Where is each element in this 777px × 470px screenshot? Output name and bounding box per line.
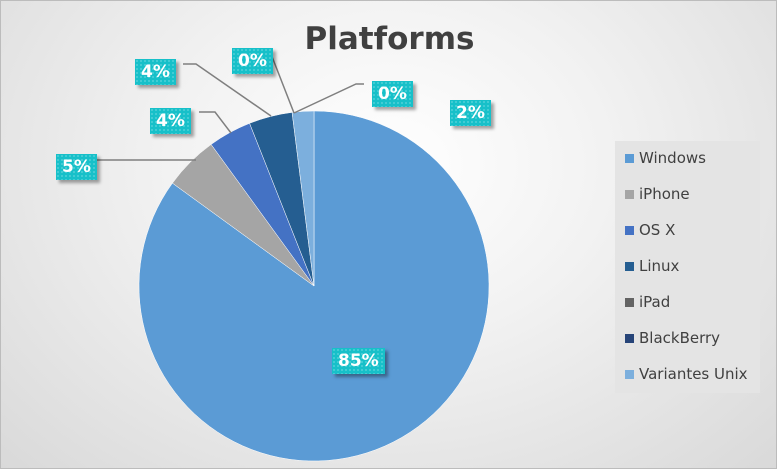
legend-label: BlackBerry xyxy=(639,329,721,347)
leader-line xyxy=(270,53,295,114)
legend-swatch xyxy=(625,334,634,343)
legend-item: iPhone xyxy=(625,185,690,203)
data-label-ipad: 0% xyxy=(232,48,273,74)
data-label-windows: 85% xyxy=(332,348,385,374)
legend: Windows iPhone OS X Linux iPad BlackBerry Vari… xyxy=(615,141,760,393)
legend-label: iPad xyxy=(639,293,671,311)
legend-item: Windows xyxy=(625,149,706,167)
legend-swatch xyxy=(625,370,634,379)
leader-line xyxy=(293,83,364,114)
data-label-os-x: 4% xyxy=(150,108,191,134)
legend-item: iPad xyxy=(625,293,670,311)
legend-label: Linux xyxy=(639,257,680,275)
legend-item: BlackBerry xyxy=(625,329,720,347)
leader-line xyxy=(183,63,272,117)
legend-swatch xyxy=(625,226,634,235)
data-label-iphone: 5% xyxy=(56,154,97,180)
legend-item: Variantes Unix xyxy=(625,365,748,383)
legend-label: Windows xyxy=(639,149,706,167)
legend-label: Variantes Unix xyxy=(639,365,748,383)
legend-item: Linux xyxy=(625,257,679,275)
legend-swatch xyxy=(625,298,634,307)
leader-line xyxy=(199,111,232,134)
legend-swatch xyxy=(625,154,634,163)
chart-title: Platforms xyxy=(304,21,475,57)
data-label-variantes-unix: 2% xyxy=(450,100,491,126)
pie-slice-variantes-unix[interactable] xyxy=(291,110,315,287)
legend-label: iPhone xyxy=(639,185,690,203)
legend-label: OS X xyxy=(639,221,676,239)
legend-swatch xyxy=(625,262,634,271)
legend-item: OS X xyxy=(625,221,675,239)
data-label-blackberry: 0% xyxy=(372,81,413,107)
data-label-linux: 4% xyxy=(135,59,176,85)
legend-swatch xyxy=(625,190,634,199)
